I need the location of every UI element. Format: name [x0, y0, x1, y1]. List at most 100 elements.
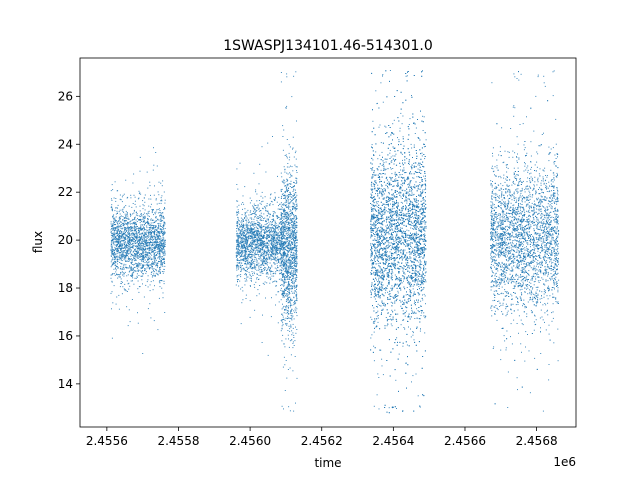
data-point — [277, 249, 278, 251]
data-point — [114, 221, 116, 223]
data-point — [125, 216, 127, 218]
data-point — [280, 244, 282, 246]
data-point — [289, 292, 291, 294]
data-point — [258, 208, 260, 210]
data-point — [135, 223, 137, 225]
data-point — [129, 251, 131, 253]
data-point — [146, 222, 148, 223]
data-point — [279, 273, 281, 275]
data-point — [113, 240, 115, 242]
data-point — [128, 248, 129, 250]
data-point — [137, 232, 139, 234]
data-point — [236, 184, 238, 185]
data-point — [162, 212, 164, 214]
data-point — [116, 210, 118, 212]
data-point — [260, 234, 262, 236]
data-point — [161, 214, 163, 216]
data-point — [116, 274, 118, 276]
data-point — [273, 262, 275, 264]
data-point — [163, 231, 165, 233]
data-point — [240, 225, 241, 227]
data-point — [294, 253, 296, 255]
data-point — [159, 235, 160, 237]
data-point — [260, 243, 262, 245]
data-point — [249, 277, 251, 279]
data-point — [273, 211, 275, 213]
data-point — [162, 226, 164, 228]
data-point — [147, 252, 149, 254]
data-point — [293, 182, 295, 184]
data-point — [161, 256, 163, 258]
data-point — [127, 232, 129, 234]
data-point — [153, 254, 155, 255]
data-point — [286, 250, 288, 252]
data-point — [134, 227, 136, 229]
data-point — [288, 231, 290, 233]
data-point — [265, 267, 267, 269]
data-point — [276, 252, 278, 253]
data-point — [116, 250, 118, 252]
data-point — [163, 217, 165, 219]
data-point — [161, 271, 163, 272]
data-point — [264, 249, 266, 251]
data-point — [296, 166, 298, 168]
data-point — [120, 236, 122, 238]
data-point — [274, 228, 276, 230]
data-point — [257, 249, 259, 251]
data-point — [238, 265, 240, 267]
data-point — [117, 225, 119, 227]
data-point — [260, 260, 262, 262]
data-point — [122, 219, 123, 221]
data-point — [164, 261, 165, 263]
data-point — [285, 287, 287, 289]
data-point — [153, 268, 155, 270]
data-point — [256, 263, 258, 265]
data-point — [164, 239, 166, 241]
data-point — [120, 244, 122, 246]
data-point — [284, 309, 286, 311]
data-point — [256, 265, 258, 267]
data-point — [240, 252, 242, 254]
data-point — [138, 252, 140, 254]
data-point — [259, 226, 261, 228]
data-point — [284, 209, 286, 211]
data-point — [119, 254, 121, 256]
data-point — [267, 212, 269, 214]
data-point — [278, 239, 280, 241]
data-point — [147, 264, 149, 266]
data-point — [121, 234, 123, 235]
data-point — [287, 299, 289, 300]
data-point — [257, 233, 259, 235]
data-point — [127, 249, 129, 251]
data-point — [142, 200, 144, 202]
data-point — [236, 267, 238, 269]
data-point — [291, 197, 293, 198]
data-point — [283, 248, 284, 250]
data-point — [143, 296, 145, 298]
data-point — [294, 257, 296, 259]
data-point — [112, 254, 114, 256]
data-point — [272, 246, 273, 248]
data-point — [296, 297, 298, 299]
data-point — [160, 202, 162, 204]
data-point — [288, 317, 290, 319]
data-point — [296, 275, 298, 277]
data-point — [276, 268, 278, 270]
data-point — [265, 220, 267, 221]
data-point — [290, 300, 292, 302]
data-point — [280, 189, 282, 191]
data-point — [242, 236, 244, 238]
data-point — [244, 245, 246, 247]
data-point — [296, 250, 298, 252]
data-point — [281, 180, 283, 182]
data-point — [243, 220, 245, 222]
data-point — [283, 275, 284, 277]
data-point — [143, 240, 145, 242]
data-point — [282, 229, 284, 231]
data-point — [160, 263, 162, 265]
data-point — [156, 270, 158, 272]
data-point — [111, 246, 113, 248]
data-point — [286, 259, 288, 261]
data-point — [160, 261, 162, 263]
data-point — [266, 259, 268, 261]
